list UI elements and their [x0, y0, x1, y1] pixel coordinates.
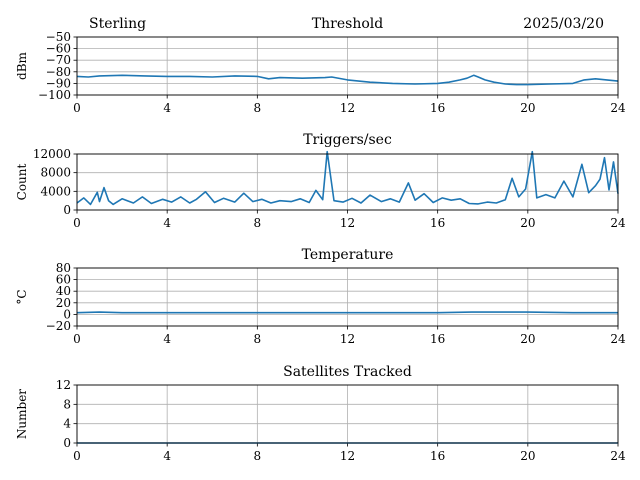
triggers-xtick-label: 16 — [430, 216, 445, 230]
threshold-ytick-label: −60 — [46, 42, 71, 56]
temperature-ytick-label: 20 — [56, 296, 71, 310]
satellites-ytick-label: 0 — [63, 436, 71, 450]
triggers-xtick-label: 12 — [340, 216, 355, 230]
temperature-ytick-label: −20 — [46, 319, 71, 333]
threshold-xtick-label: 4 — [163, 101, 171, 115]
threshold-xtick-label: 16 — [430, 101, 445, 115]
threshold-xtick-label: 20 — [520, 101, 535, 115]
temperature-ytick-label: 40 — [56, 284, 71, 298]
satellites-title: Satellites Tracked — [283, 364, 412, 380]
temperature-ylabel: °C — [15, 289, 29, 304]
threshold-xtick-label: 12 — [340, 101, 355, 115]
satellites-axes-frame — [76, 384, 619, 444]
triggers-ytick-label: 8000 — [40, 166, 71, 180]
satellites-ytick-label: 12 — [56, 378, 71, 392]
triggers-xtick-label: 4 — [163, 216, 171, 230]
triggers-ytick-label: 0 — [63, 203, 71, 217]
temperature-ytick-label: 80 — [56, 261, 71, 275]
threshold-ytick-label: −70 — [46, 53, 71, 67]
satellites-xtick-label: 4 — [163, 449, 171, 463]
temperature-xtick-label: 24 — [610, 332, 626, 346]
triggers-xtick-label: 8 — [254, 216, 262, 230]
satellites-ytick-label: 4 — [63, 417, 71, 431]
temperature-axes-frame — [76, 267, 619, 327]
triggers-series-line — [76, 150, 619, 206]
temperature-xtick-label: 4 — [163, 332, 171, 346]
date-label: 2025/03/20 — [523, 16, 604, 32]
satellites-ylabel: Number — [15, 389, 29, 439]
satellites-xtick-label: 24 — [610, 449, 626, 463]
triggers-ytick-label: 4000 — [40, 184, 71, 198]
threshold-ytick-label: −50 — [46, 30, 71, 44]
temperature-xtick-label: 8 — [254, 332, 262, 346]
satellites-xtick-label: 16 — [430, 449, 445, 463]
threshold-ytick-label: −80 — [46, 65, 71, 79]
satellites-xtick-label: 8 — [254, 449, 262, 463]
satellites-ytick-label: 8 — [63, 397, 71, 411]
satellites-panel: Satellites Tracked 0 4 8 12 0 4 8 12 16 20 24 Number — [15, 364, 626, 463]
threshold-axes-frame — [76, 36, 619, 96]
triggers-ytick-label: 12000 — [33, 147, 71, 161]
threshold-xtick-label: 24 — [610, 101, 626, 115]
triggers-xtick-label: 24 — [610, 216, 626, 230]
station-label: Sterling — [89, 16, 146, 32]
threshold-ylabel: dBm — [15, 51, 29, 80]
triggers-ylabel: Count — [15, 163, 29, 200]
triggers-xtick-label: 20 — [520, 216, 535, 230]
threshold-series-line — [76, 74, 619, 86]
temperature-series-line — [76, 311, 618, 314]
triggers-xtick-label: 0 — [73, 216, 81, 230]
triggers-axes-frame — [76, 153, 619, 211]
temperature-title: Temperature — [302, 247, 394, 263]
threshold-panel: Threshold −100−90−80−70−60−50 0 4 8 12 16 20 24 d… — [15, 16, 626, 115]
satellites-xtick-label: 12 — [340, 449, 355, 463]
temperature-xtick-label: 20 — [520, 332, 535, 346]
triggers-panel: Triggers/sec 0 4000 8000 12000 0 4 8 12 16 20 24 Cou… — [15, 132, 626, 230]
temperature-xtick-label: 16 — [430, 332, 445, 346]
threshold-ytick-label: −90 — [46, 76, 71, 90]
threshold-xtick-label: 0 — [73, 101, 81, 115]
temperature-ytick-label: 60 — [56, 273, 71, 287]
satellites-xtick-label: 20 — [520, 449, 535, 463]
threshold-ytick-label: −100 — [38, 88, 71, 102]
threshold-xtick-label: 8 — [254, 101, 262, 115]
temperature-xtick-label: 12 — [340, 332, 355, 346]
chart-panels: Threshold −100−90−80−70−60−50 0 4 8 12 16 20 24 d… — [15, 16, 626, 463]
temperature-xtick-label: 0 — [73, 332, 81, 346]
temperature-ytick-label: 0 — [63, 307, 71, 321]
triggers-title: Triggers/sec — [303, 132, 392, 148]
satellites-xtick-label: 0 — [73, 449, 81, 463]
threshold-title: Threshold — [312, 16, 383, 32]
